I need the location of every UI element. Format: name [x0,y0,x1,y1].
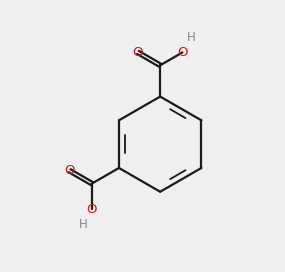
Text: O: O [87,203,97,216]
Text: H: H [79,218,88,231]
Text: H: H [187,31,196,44]
Text: O: O [177,46,188,59]
Text: O: O [64,164,75,177]
Text: O: O [133,46,143,59]
